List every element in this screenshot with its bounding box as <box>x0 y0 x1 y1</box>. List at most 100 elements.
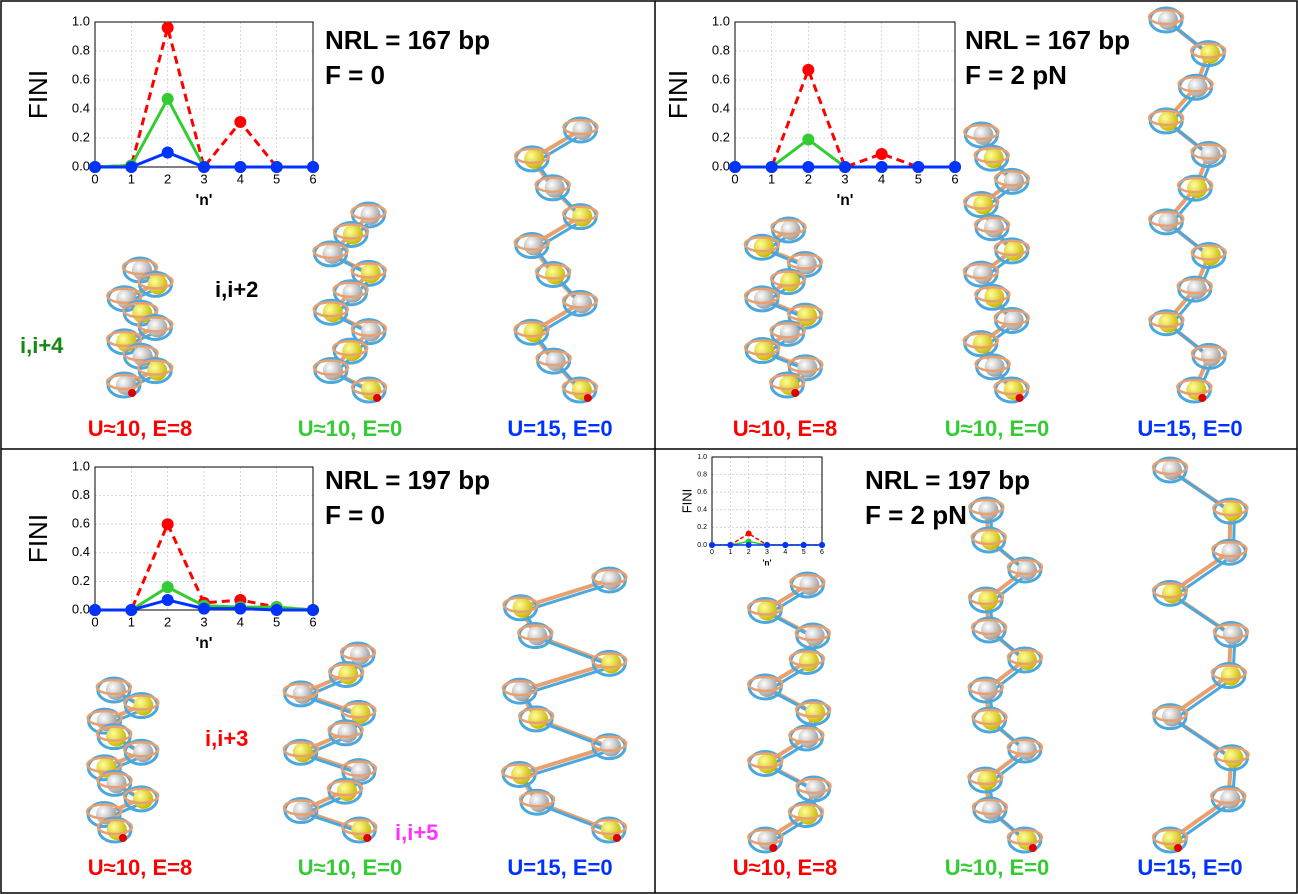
nucleosome <box>984 217 1005 238</box>
end-marker <box>612 834 621 842</box>
x-axis-label: 'n' <box>196 635 213 652</box>
data-point <box>270 161 283 173</box>
legend-label: U≈10, E=0 <box>298 416 402 441</box>
data-point <box>819 542 825 548</box>
data-point <box>764 542 770 548</box>
y-tick-label: 0.2 <box>712 129 730 144</box>
dna-wrap <box>502 596 539 614</box>
nucleosome <box>1158 211 1179 232</box>
legend-label: U=15, E=0 <box>507 855 612 880</box>
nucleosome <box>805 779 826 799</box>
nucleosome <box>147 317 168 338</box>
y-tick-label: 0.4 <box>697 507 707 514</box>
y-axis-label: FINI <box>23 70 53 119</box>
nucleosome <box>572 293 593 314</box>
nucleosome <box>133 742 154 763</box>
dna-wrap <box>513 147 551 165</box>
nucleosome <box>796 254 817 275</box>
x-tick-label: 0 <box>91 171 98 186</box>
dna-wrap <box>1210 787 1247 805</box>
nucleosome <box>983 148 1004 169</box>
nucleosome <box>572 206 593 227</box>
dna-wrap <box>1151 458 1189 476</box>
dna-wrap <box>327 663 365 680</box>
nucleosome <box>1158 110 1179 131</box>
dna-wrap <box>967 768 1004 786</box>
nucleosome <box>572 120 593 140</box>
x-tick-label: 0 <box>731 171 738 186</box>
data-point <box>802 133 815 146</box>
dna-wrap <box>339 643 377 661</box>
dna-wrap <box>788 726 825 744</box>
dna-wrap <box>787 356 824 374</box>
data-point <box>161 518 174 531</box>
x-tick-label: 1 <box>128 171 135 186</box>
dna-wrap <box>562 205 599 222</box>
dna-wrap <box>1213 746 1250 764</box>
nucleosome <box>544 177 565 198</box>
annotation: i,i+4 <box>20 333 64 358</box>
legend-label: U=15, E=0 <box>1137 416 1242 441</box>
nucleosome <box>529 792 550 813</box>
x-tick-label: 3 <box>200 614 207 629</box>
linker-dna <box>762 231 813 390</box>
x-tick-label: 0 <box>91 614 98 629</box>
nucleosome <box>106 773 127 794</box>
structures <box>85 6 1250 854</box>
legend-label: U≈10, E=8 <box>733 855 837 880</box>
data-point <box>89 604 101 616</box>
data-point <box>307 161 319 173</box>
data-point <box>89 161 101 173</box>
dna-wrap <box>122 740 160 758</box>
x-tick-label: 4 <box>237 171 244 186</box>
dna-wrap <box>1190 345 1228 362</box>
dna-wrap <box>96 772 133 789</box>
dna-wrap <box>332 281 369 299</box>
end-marker <box>128 389 137 397</box>
data-point <box>161 581 174 594</box>
dna-wrap <box>1148 210 1185 228</box>
nucleosome <box>780 271 801 292</box>
dna-wrap <box>85 803 123 820</box>
nucleosome <box>133 788 154 809</box>
dna-wrap <box>795 777 832 795</box>
dna-wrap <box>341 818 378 836</box>
dna-wrap <box>970 618 1008 636</box>
linker-dna <box>101 688 146 832</box>
data-point <box>161 92 174 105</box>
data-point <box>234 116 247 129</box>
nucleosome <box>978 590 999 610</box>
dna-wrap <box>789 573 826 591</box>
nucleosome <box>292 742 313 763</box>
nucleosome <box>292 800 313 821</box>
nucleosome <box>360 263 381 284</box>
data-point <box>949 161 961 173</box>
dna-wrap <box>590 818 628 836</box>
annotation: i,i+2 <box>215 277 258 302</box>
dna-wrap <box>1147 8 1185 26</box>
dna-wrap <box>1006 828 1044 846</box>
chart-title: NRL = 197 bp <box>865 465 1030 495</box>
dna-wrap <box>591 652 628 669</box>
dna-wrap <box>743 287 781 305</box>
dna-wrap <box>312 242 349 260</box>
y-tick-label: 0.6 <box>72 71 90 86</box>
dna-wrap <box>517 624 554 641</box>
dna-wrap <box>137 273 174 290</box>
dna-wrap <box>968 498 1005 516</box>
x-tick-label: 3 <box>841 171 848 186</box>
dna-wrap <box>122 787 160 805</box>
dna-wrap <box>786 304 824 322</box>
y-tick-label: 0.4 <box>712 100 730 115</box>
dna-wrap <box>350 320 388 337</box>
nucleosome <box>338 664 359 685</box>
dna-wrap <box>786 253 824 270</box>
annotation: i,i+3 <box>205 726 248 751</box>
y-tick-label: 0.4 <box>72 100 90 115</box>
nucleosome <box>977 680 998 700</box>
nucleosome <box>1162 460 1183 480</box>
dna-wrap <box>743 235 781 253</box>
data-point <box>802 63 815 76</box>
nucleosome <box>981 800 1002 820</box>
nucleosome <box>322 360 343 381</box>
